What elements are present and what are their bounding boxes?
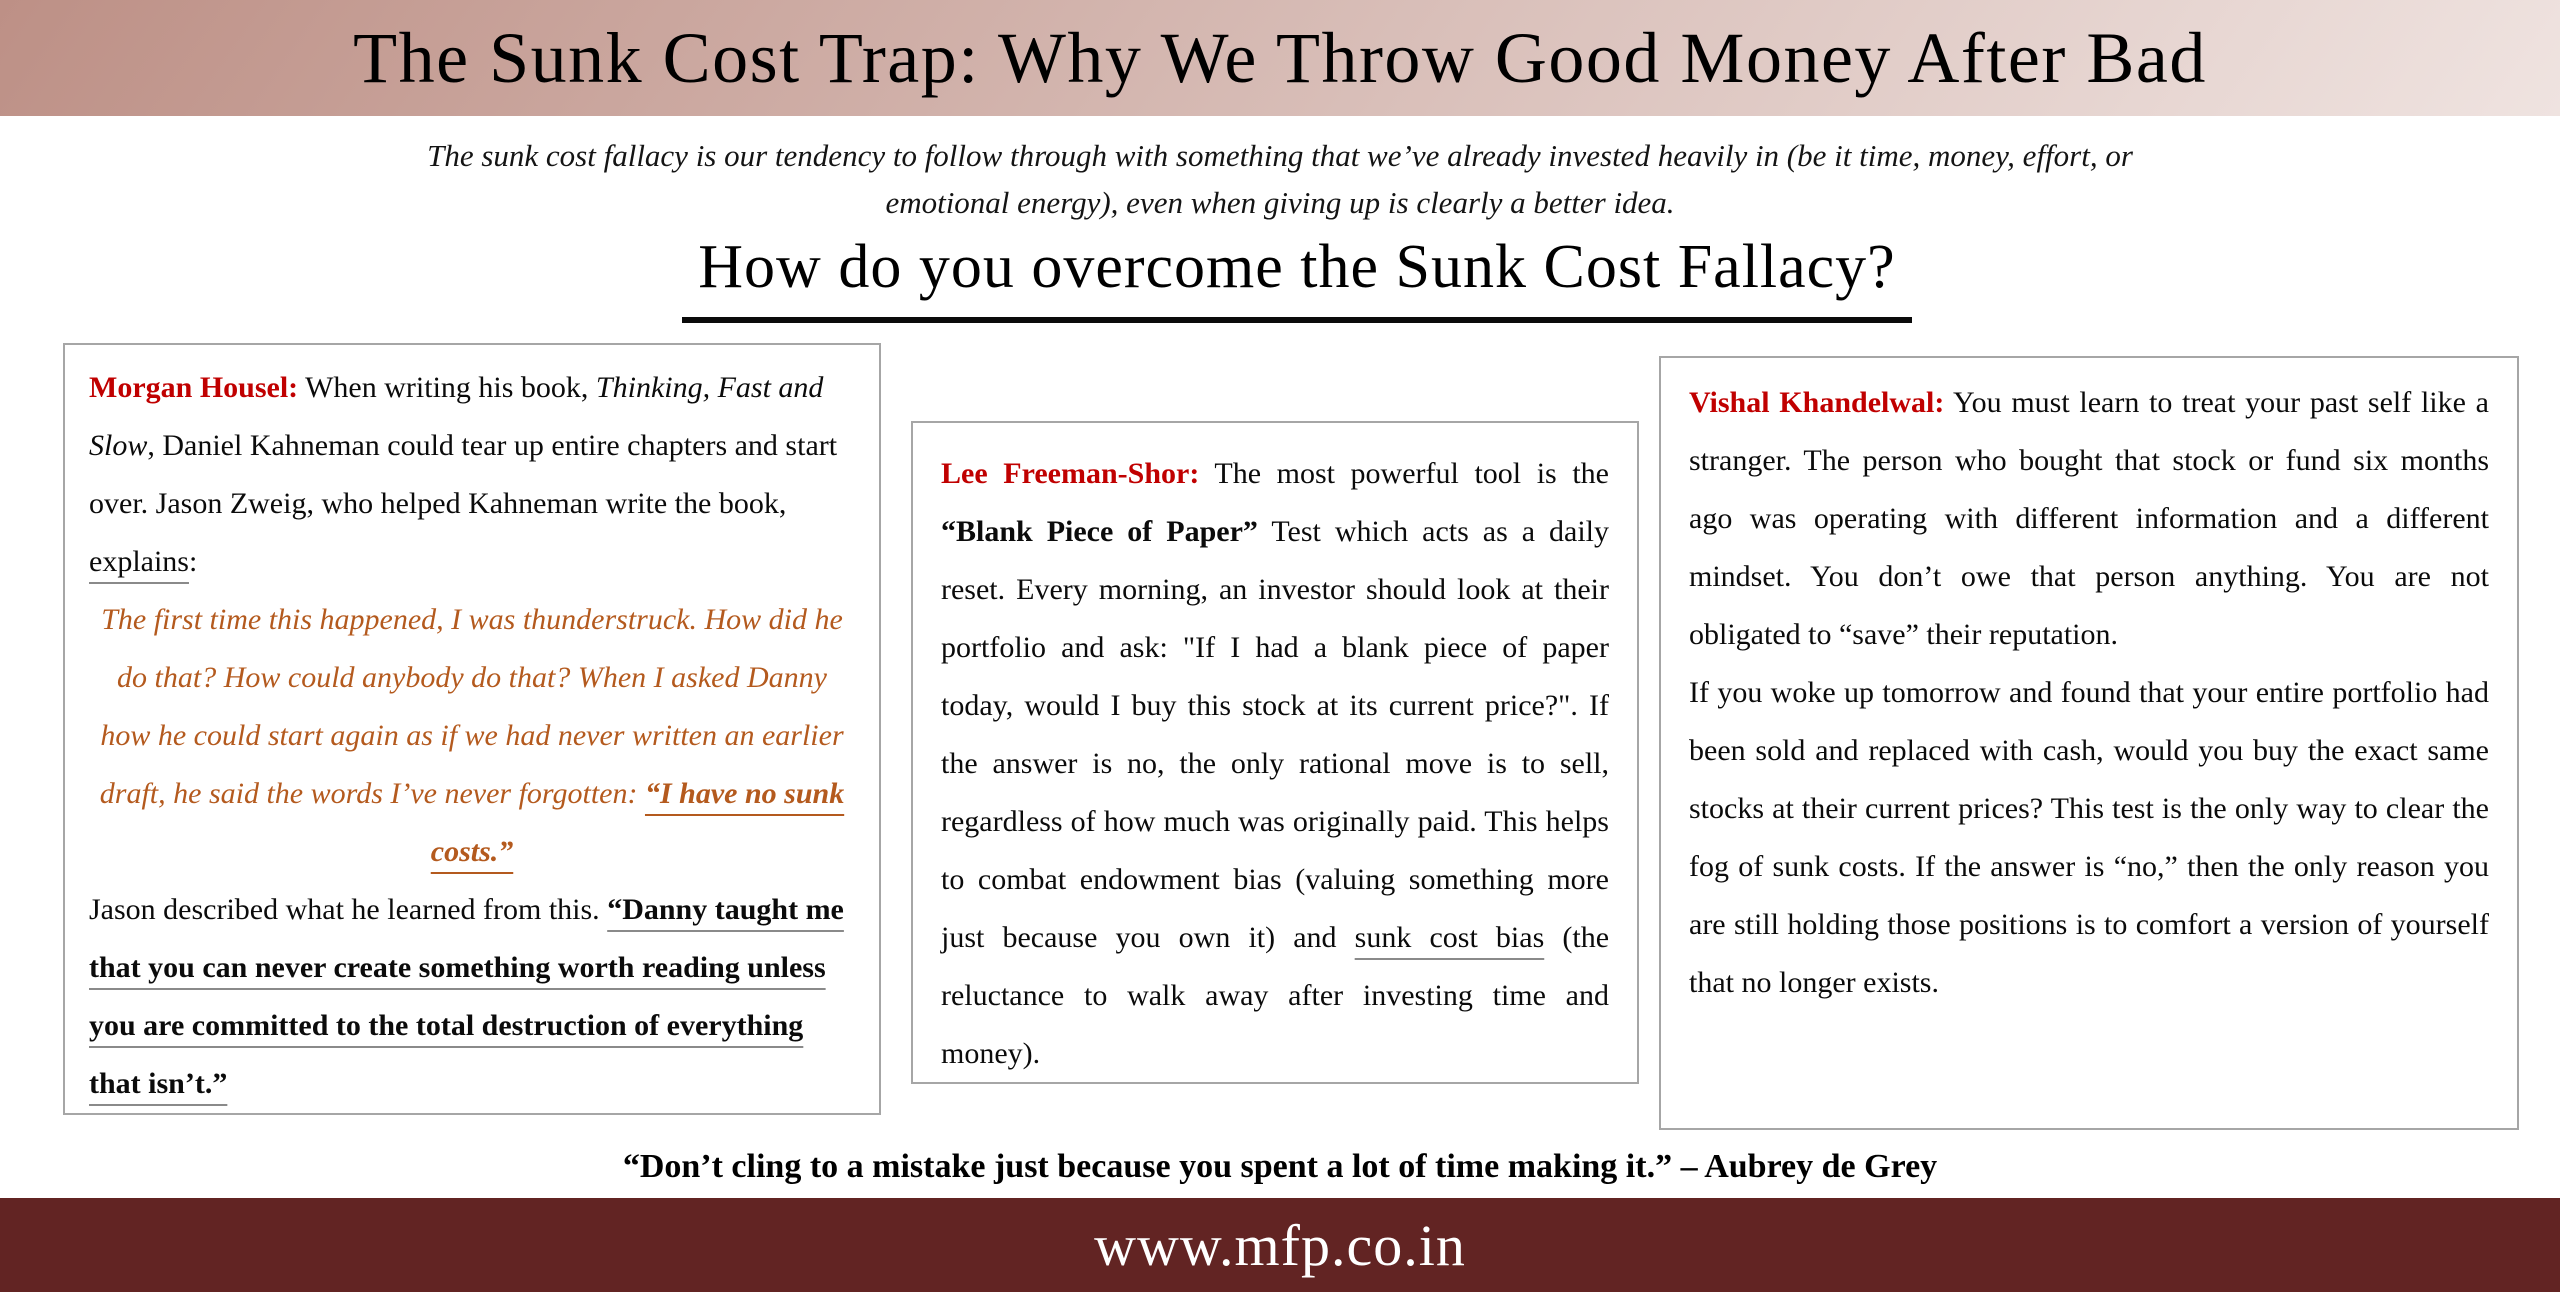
- speaker-name-morgan-housel: Morgan Housel:: [89, 371, 299, 404]
- housel-danny-quote: “Danny taught me that you can never crea…: [89, 893, 844, 1100]
- khandelwal-text-1: You must learn to treat your past self l…: [1689, 386, 2489, 651]
- header-band: The Sunk Cost Trap: Why We Throw Good Mo…: [0, 0, 2560, 116]
- freeman-text-3: (the reluctance to walk away after inves…: [941, 921, 1610, 1070]
- khandelwal-paragraph-2: If you woke up tomorrow and found that y…: [1689, 676, 2489, 999]
- footer-website-url: www.mfp.co.in: [1094, 1212, 1466, 1278]
- housel-book-title: Thinking, Fast and Slow: [89, 371, 824, 462]
- khandelwal-paragraph-1: Vishal Khandelwal: You must learn to tre…: [1689, 386, 2489, 651]
- freeman-sunk-cost-bias-term: sunk cost bias: [1354, 921, 1545, 954]
- housel-closing-block: Jason described what he learned from thi…: [89, 881, 855, 1113]
- housel-zweig-quote: The first time this happened, I was thun…: [89, 591, 855, 881]
- footer-band: www.mfp.co.in: [0, 1198, 2560, 1292]
- speaker-name-lee-freeman-shor: Lee Freeman-Shor:: [941, 457, 1200, 490]
- zweig-quote-emphasis: “I have no sunk costs.”: [430, 777, 845, 868]
- page-title: The Sunk Cost Trap: Why We Throw Good Mo…: [353, 17, 2207, 98]
- aubrey-de-grey-quote: “Don’t cling to a mistake just because y…: [622, 1148, 1938, 1185]
- question-heading-wrap: How do you overcome the Sunk Cost Fallac…: [0, 232, 2560, 323]
- intro-line-1: The sunk cost fallacy is our tendency to…: [427, 138, 2133, 173]
- card-lee-freeman-shor: Lee Freeman-Shor: The most powerful tool…: [911, 421, 1639, 1084]
- housel-colon: :: [188, 545, 198, 578]
- intro-text: The sunk cost fallacy is our tendency to…: [0, 132, 2560, 226]
- housel-jason-text: Jason described what he learned from thi…: [89, 893, 608, 926]
- freeman-blank-paper-term: “Blank Piece of Paper”: [941, 515, 1258, 548]
- freeman-text-2: Test which acts as a daily reset. Every …: [941, 515, 1610, 954]
- card-morgan-housel: Morgan Housel: When writing his book, Th…: [63, 343, 881, 1115]
- housel-after-book-text: , Daniel Kahneman could tear up entire c…: [89, 429, 838, 520]
- speaker-name-vishal-khandelwal: Vishal Khandelwal:: [1689, 386, 1945, 419]
- intro-line-2: emotional energy), even when giving up i…: [885, 185, 1675, 220]
- freeman-text-1: The most powerful tool is the: [1199, 457, 1609, 490]
- zweig-quote-text: The first time this happened, I was thun…: [99, 603, 844, 810]
- housel-explains-link-text: explains: [89, 545, 189, 578]
- card-vishal-khandelwal: Vishal Khandelwal: You must learn to tre…: [1659, 356, 2519, 1130]
- housel-intro-text: When writing his book,: [298, 371, 596, 404]
- question-heading: How do you overcome the Sunk Cost Fallac…: [682, 232, 1912, 323]
